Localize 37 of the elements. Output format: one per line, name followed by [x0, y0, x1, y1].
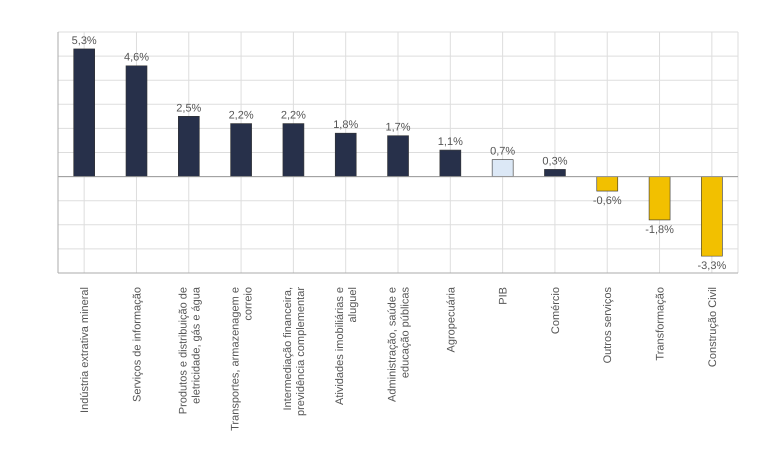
data-label: 2,2%	[280, 110, 306, 122]
data-label: -3,3%	[698, 260, 726, 272]
bar	[440, 150, 462, 177]
x-tick-label: Atividades imobiliárias e aluguel	[334, 287, 360, 405]
bar	[544, 169, 566, 177]
data-label: 1,8%	[333, 119, 358, 132]
x-tick-label: Agropecuária	[445, 286, 458, 352]
data-label: 2,5%	[176, 102, 202, 114]
x-tick-label: Indústria extrativa mineral	[79, 287, 92, 413]
data-label: 5,3%	[72, 34, 97, 47]
bar	[334, 132, 357, 177]
x-tick-label: Produtos e distribuição de eletricidade, gás e água	[177, 286, 202, 414]
bar	[492, 159, 514, 177]
bar	[596, 176, 618, 192]
x-tick-label: Transportes, armazenagem e correio	[230, 287, 255, 431]
data-label: -1,8%	[645, 224, 674, 236]
bar	[387, 135, 409, 177]
data-label: -0,6%	[592, 194, 622, 207]
bar	[230, 123, 252, 177]
bar	[178, 116, 200, 177]
x-tick-label: Construção Civil	[706, 287, 719, 368]
x-tick-label: Transformação	[654, 287, 667, 361]
data-label: 0,3%	[542, 155, 568, 168]
bar	[648, 176, 670, 220]
bar	[126, 65, 148, 177]
x-tick-label: Outros serviços	[602, 286, 614, 364]
data-label: 0,7%	[490, 146, 516, 158]
data-label: 1,1%	[438, 136, 464, 148]
x-tick-label: Serviços de informação	[131, 287, 144, 402]
bar	[701, 176, 723, 256]
x-tick-label: Comércio	[550, 287, 562, 334]
data-label: 2,2%	[228, 110, 254, 122]
data-label: 4,6%	[124, 52, 150, 64]
data-label: 1,7%	[386, 122, 411, 134]
x-tick-label: PIB	[498, 287, 510, 305]
bar	[282, 123, 304, 177]
bar	[73, 48, 95, 177]
